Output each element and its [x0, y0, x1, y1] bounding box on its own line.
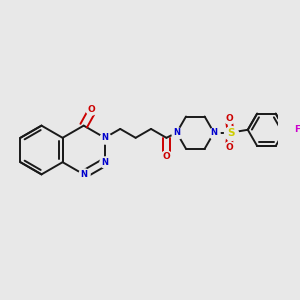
Text: O: O — [225, 113, 233, 122]
Text: N: N — [101, 158, 108, 167]
Text: N: N — [173, 128, 180, 137]
Text: O: O — [225, 143, 233, 152]
Text: N: N — [211, 128, 218, 137]
Text: N: N — [80, 170, 87, 179]
Text: F: F — [294, 125, 300, 134]
Text: S: S — [227, 128, 234, 138]
Text: O: O — [163, 152, 170, 161]
Text: N: N — [101, 133, 108, 142]
Text: O: O — [88, 105, 95, 114]
